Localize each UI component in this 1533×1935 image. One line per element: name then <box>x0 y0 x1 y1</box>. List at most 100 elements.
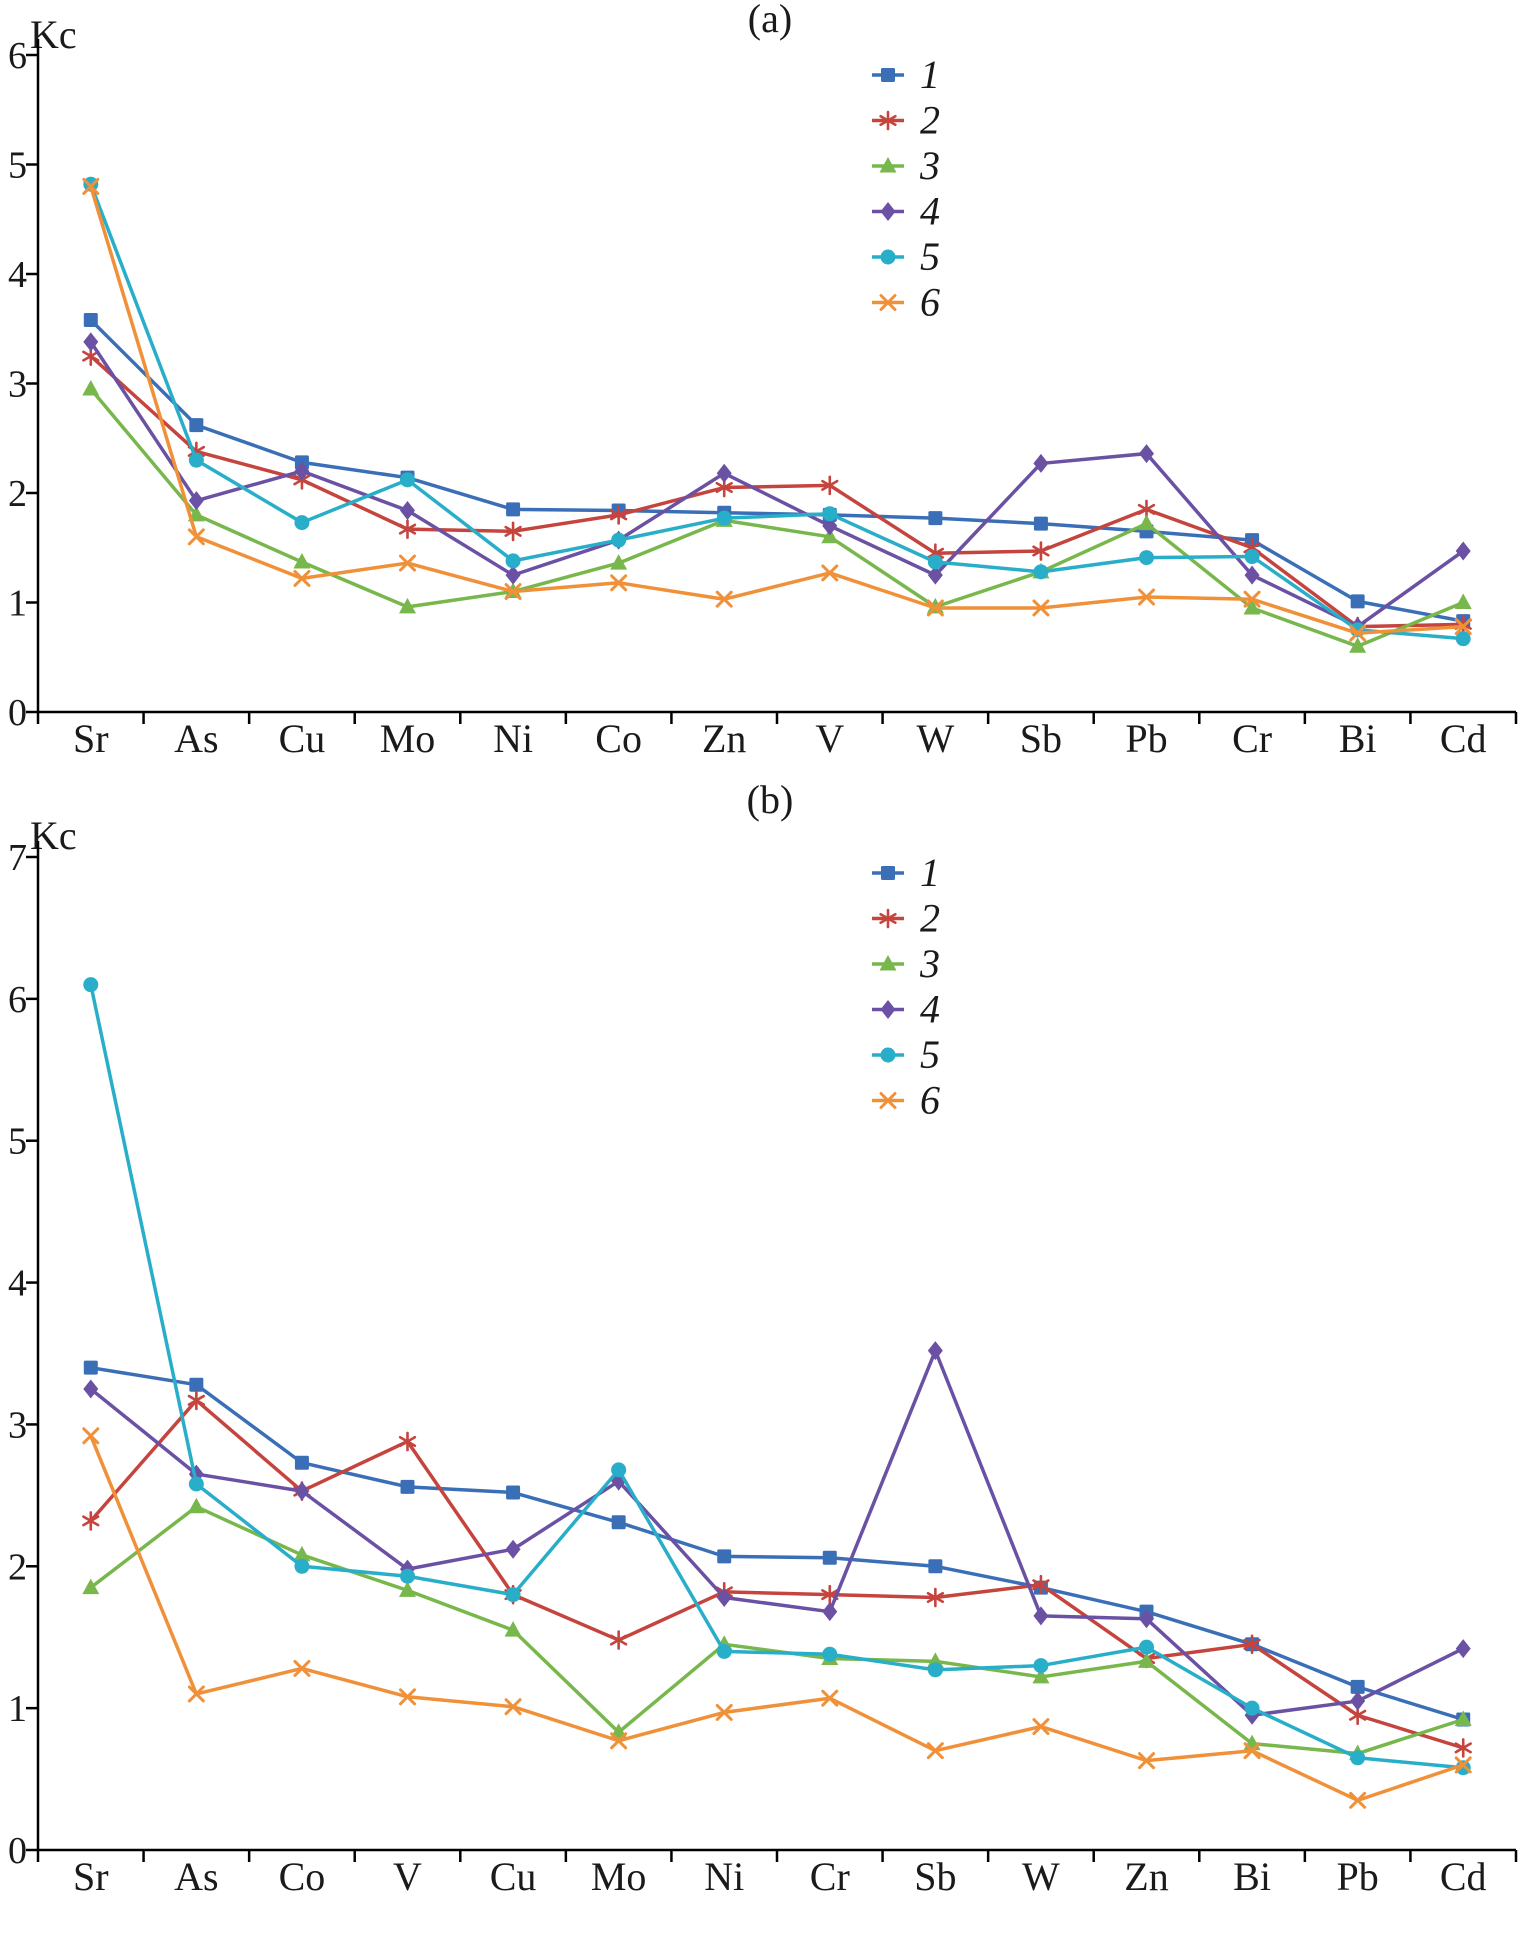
x-marker-icon <box>1454 1756 1472 1774</box>
square-marker-icon <box>717 1549 732 1564</box>
y-tick-label: 6 <box>8 979 27 1021</box>
triangle-marker-icon <box>1032 1667 1050 1684</box>
x-category-label-Cr: Cr <box>1232 716 1272 761</box>
square-marker-icon <box>611 1515 626 1530</box>
triangle-marker-icon <box>399 597 416 614</box>
x-category-label-Cu: Cu <box>490 1854 537 1899</box>
series-3 <box>82 1497 1472 1761</box>
diamond-marker-icon <box>1033 1606 1049 1626</box>
series-6-line <box>89 184 1465 635</box>
y-tick-label: 0 <box>8 692 27 734</box>
x-category-label-Cd: Cd <box>1440 1854 1487 1899</box>
circle-marker-icon <box>716 510 732 526</box>
series-5-line <box>89 982 1465 1770</box>
x-marker-icon <box>926 599 944 617</box>
diamond-marker-icon <box>822 516 838 536</box>
legend-label-2: 2 <box>920 98 940 143</box>
circle-marker-icon <box>880 249 896 265</box>
circle-marker-icon <box>1244 549 1260 565</box>
x-marker-icon <box>1032 1718 1050 1736</box>
asterisk-marker-icon <box>821 475 839 496</box>
series-5 <box>83 977 1471 1776</box>
series-4 <box>83 332 1471 637</box>
y-tick-label: 2 <box>8 473 27 515</box>
circle-marker-icon <box>505 553 521 569</box>
y-tick-labels: 0 1 2 3 4 5 6 <box>8 35 27 734</box>
x-category-label-Cu: Cu <box>279 716 326 761</box>
x-marker-icon <box>293 1659 311 1677</box>
triangle-marker-icon <box>1349 637 1367 653</box>
series-4 <box>83 1341 1471 1725</box>
circle-marker-icon <box>400 472 415 488</box>
x-marker-icon <box>293 569 311 587</box>
legend-label-3: 3 <box>919 143 940 188</box>
x-marker-icon <box>715 1703 733 1721</box>
x-category-labels: Sr As Co V Cu Mo Ni Cr Sb W Zn Bi Pb Cd <box>73 1854 1487 1899</box>
x-category-label-Sr: Sr <box>73 1854 109 1899</box>
circle-marker-icon <box>1455 631 1471 647</box>
square-marker-icon <box>881 866 895 880</box>
x-marker-icon <box>82 177 100 195</box>
x-marker-icon <box>504 1698 522 1716</box>
x-category-label-Sr: Sr <box>73 716 109 761</box>
panel-a-title: (a) <box>748 0 792 41</box>
asterisk-marker-icon <box>187 1390 206 1411</box>
diamond-marker-icon <box>83 332 99 352</box>
asterisk-marker-icon <box>504 521 522 542</box>
series-6-line <box>89 1434 1465 1803</box>
y-tick-labels: 0 1 2 3 4 5 6 7 <box>8 837 27 1872</box>
circle-marker-icon <box>1244 1700 1260 1716</box>
x-marker-icon <box>1349 624 1367 642</box>
square-marker-icon <box>928 1559 943 1574</box>
diamond-marker-icon <box>1350 1691 1366 1711</box>
y-tick-label: 7 <box>8 837 27 879</box>
x-category-label-V: V <box>815 716 844 761</box>
square-marker-icon <box>189 1377 204 1392</box>
x-marker-icon <box>187 1685 205 1703</box>
y-tick-label: 1 <box>8 1688 27 1730</box>
circle-marker-icon <box>294 1558 310 1574</box>
triangle-marker-icon <box>1138 1652 1155 1668</box>
asterisk-marker-icon <box>1032 541 1050 561</box>
series-2 <box>82 1390 1472 1758</box>
diamond-marker-icon <box>822 1602 838 1622</box>
circle-marker-icon <box>1139 1639 1154 1655</box>
x-category-label-W: W <box>1022 1854 1060 1899</box>
series-4-line <box>89 340 1465 629</box>
diamond-marker-icon <box>294 1481 310 1501</box>
triangle-marker-icon <box>82 379 100 396</box>
circle-marker-icon <box>611 1462 627 1478</box>
x-marker-icon <box>821 564 839 582</box>
x-marker-icon <box>187 528 205 546</box>
x-category-label-Co: Co <box>279 1854 326 1899</box>
y-tick-label: 6 <box>8 35 27 77</box>
square-marker-icon <box>506 1485 521 1500</box>
square-marker-icon <box>1350 594 1365 609</box>
axes <box>26 841 1518 1862</box>
legend-label-5: 5 <box>920 1032 940 1077</box>
triangle-marker-icon <box>1138 514 1155 531</box>
circle-marker-icon <box>716 1643 732 1659</box>
x-marker-icon <box>1454 618 1472 636</box>
series-2-line <box>89 354 1465 629</box>
x-category-label-Sb: Sb <box>914 1854 956 1899</box>
y-tick-label: 4 <box>8 1263 27 1305</box>
x-marker-icon <box>1138 588 1155 606</box>
x-category-label-Zn: Zn <box>702 716 746 761</box>
diamond-marker-icon <box>880 1000 896 1019</box>
triangle-marker-icon <box>504 1621 522 1637</box>
square-marker-icon <box>400 1479 415 1494</box>
asterisk-marker-icon <box>879 110 897 131</box>
y-tick-label: 4 <box>8 254 27 296</box>
y-tick-label: 5 <box>8 1121 27 1163</box>
triangle-marker-icon <box>879 955 897 971</box>
triangle-marker-icon <box>1454 1710 1472 1726</box>
asterisk-marker-icon <box>1243 1634 1261 1655</box>
triangle-marker-icon <box>879 157 897 173</box>
legend-label-4: 4 <box>920 189 940 234</box>
x-marker-icon <box>1032 599 1050 617</box>
circle-marker-icon <box>505 1587 521 1603</box>
